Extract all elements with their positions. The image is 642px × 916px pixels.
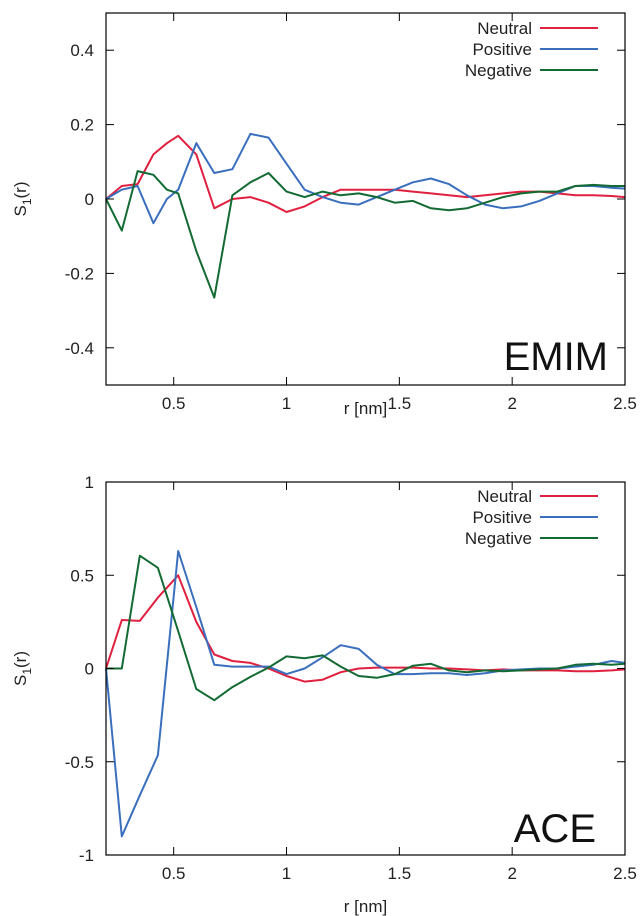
y-axis-label-main: S: [11, 205, 30, 216]
y-axis-label-tail: (r): [11, 181, 30, 198]
y-tick-label: 0.4: [70, 41, 94, 60]
y-axis-label-subscript: 1: [20, 668, 34, 675]
legend-label-neutral: Neutral: [477, 19, 532, 38]
legend-label-negative: Negative: [465, 61, 532, 80]
panel-label-emim: EMIM: [504, 335, 608, 379]
x-tick-label: 2: [507, 394, 516, 413]
series-line-negative: [105, 170, 625, 299]
x-tick-label: 1: [282, 394, 291, 413]
series-line-neutral: [105, 574, 626, 683]
y-tick-label: -0.5: [65, 753, 94, 772]
y-tick-label: 1: [85, 473, 94, 492]
x-axis-label: r [nm]: [344, 399, 387, 418]
legend-label-positive: Positive: [472, 40, 532, 59]
series-line-positive: [105, 132, 626, 225]
x-axis-label: r [nm]: [344, 897, 387, 916]
x-tick-label: 1: [282, 864, 291, 883]
series-line-positive: [105, 550, 626, 838]
legend-label-neutral: Neutral: [477, 487, 532, 506]
y-tick-label: 0: [85, 190, 94, 209]
y-axis-label-main: S: [11, 675, 30, 686]
y-axis-label: S1(r): [11, 181, 34, 216]
legend-label-positive: Positive: [472, 508, 532, 527]
chart-panel-ace: 0.5 1 1.5 2 2.5-1-0.500.51r [nm]S1(r)Neutral…: [11, 473, 637, 916]
x-tick-label: 2: [507, 864, 516, 883]
y-tick-label: -0.2: [65, 264, 94, 283]
y-axis-label-tail: (r): [11, 651, 30, 668]
y-tick-label: 0.5: [70, 566, 94, 585]
x-tick-label: 0.5: [162, 394, 186, 413]
y-axis-label-subscript: 1: [20, 198, 34, 205]
legend: Neutral Positive Negative: [465, 19, 598, 80]
legend-label-negative: Negative: [465, 529, 532, 548]
x-tick-label: 1.5: [388, 394, 412, 413]
x-tick-label: 2.5: [613, 394, 637, 413]
chart-panel-emim: 0.5 1 1.5 2 2.5-0.4-0.200.20.4r [nm]S1(r)Neu…: [11, 12, 637, 418]
x-tick-label: 1.5: [388, 864, 412, 883]
series-line-negative: [106, 554, 626, 702]
plot-frame: [105, 12, 626, 386]
legend: Neutral Positive Negative: [465, 487, 598, 548]
y-tick-label: 0.2: [70, 116, 94, 135]
y-axis-label: S1(r): [11, 651, 34, 686]
x-tick-label: 0.5: [162, 864, 186, 883]
panel-label-ace: ACE: [514, 807, 596, 851]
x-tick-label: 2.5: [613, 864, 637, 883]
y-tick-label: -0.4: [65, 339, 94, 358]
y-tick-label: -1: [79, 846, 94, 865]
y-tick-label: 0: [85, 660, 94, 679]
